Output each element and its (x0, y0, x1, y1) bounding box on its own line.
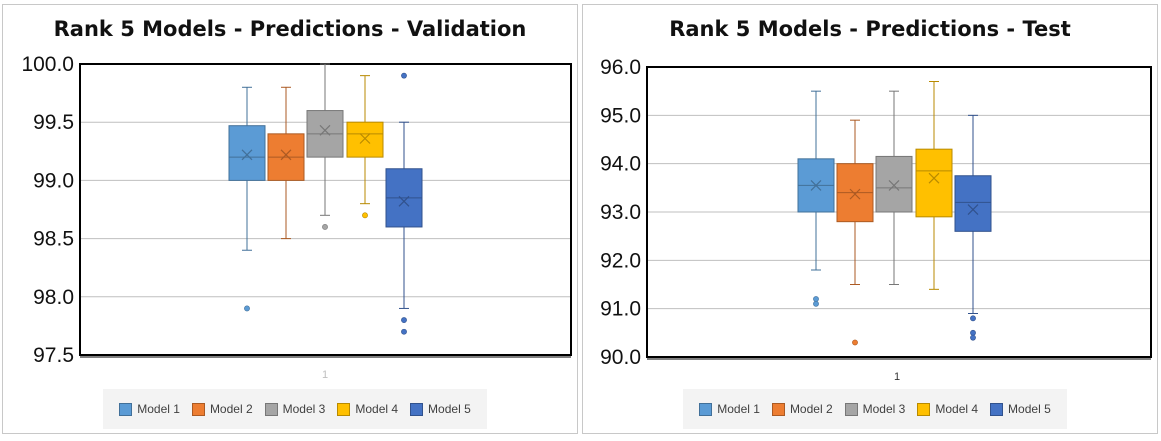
legend-item: Model 1 (699, 402, 760, 416)
legend-item: Model 4 (917, 402, 978, 416)
legend-swatch (410, 402, 424, 416)
legend-swatch (844, 402, 858, 416)
mean-marker (241, 149, 253, 161)
legend-item: Model 5 (990, 402, 1051, 416)
box-iqr (875, 155, 913, 213)
y-tick-label: 96.0 (600, 56, 641, 79)
outlier-point (970, 315, 976, 322)
legend-swatch (917, 402, 931, 416)
box-model-1 (797, 90, 835, 307)
legend-label: Model 5 (1008, 402, 1051, 416)
y-tick-label: 93.0 (600, 201, 641, 224)
box-model-3 (875, 90, 913, 285)
legend-label: Model 1 (717, 402, 760, 416)
chart-panel-validation: Rank 5 Models - Predictions - Validation… (2, 4, 578, 434)
mean-marker (810, 179, 822, 191)
box-model-4 (915, 81, 953, 290)
plot-frame (646, 66, 1152, 358)
box-iqr (346, 121, 384, 158)
box-model-2 (836, 119, 874, 346)
mean-marker (888, 179, 900, 191)
legend-swatch (119, 402, 133, 416)
mean-marker (319, 124, 331, 136)
mean-marker (849, 188, 861, 200)
box-model-2 (267, 86, 305, 240)
legend-label: Model 5 (428, 402, 471, 416)
box-iqr (228, 125, 266, 181)
legend: Model 1 Model 2 Model 3 Model 4 Model 5 (683, 389, 1067, 429)
y-tick-label: 99.5 (33, 111, 74, 134)
legend-label: Model 2 (789, 402, 833, 416)
y-tick-label: 92.0 (600, 249, 641, 272)
outlier-point (813, 296, 819, 302)
outlier-point (813, 300, 819, 307)
mean-marker (928, 172, 940, 184)
outlier-point (970, 329, 976, 336)
y-tick-label: 98.0 (33, 286, 74, 309)
chart-panel-test: Rank 5 Models - Predictions - Test 90.0 9… (582, 4, 1158, 434)
plot-area: 90.0 91.0 92.0 93.0 94.0 95.0 96.0 1 (600, 56, 1152, 383)
outlier-point (852, 339, 858, 346)
chart-title: Rank 5 Models - Predictions - Test (669, 17, 1071, 41)
legend-label: Model 2 (209, 402, 253, 416)
box-model-5 (954, 114, 992, 341)
legend: Model 1 Model 2 Model 3 Model 4 Model 5 (103, 389, 487, 429)
legend-item: Model 1 (119, 402, 180, 416)
legend-item: Model 2 (191, 402, 253, 416)
mean-marker (967, 204, 979, 216)
y-tick-label: 95.0 (600, 104, 641, 127)
legend-label: Model 4 (935, 402, 979, 416)
mean-marker (398, 195, 410, 207)
outlier-point (970, 334, 976, 341)
legend-item: Model 2 (771, 402, 833, 416)
outlier-point (401, 317, 407, 323)
box-model-3 (306, 63, 344, 230)
box-model-4 (346, 75, 384, 219)
legend-label: Model 4 (355, 402, 399, 416)
box-iqr (915, 148, 953, 218)
legend-item: Model 5 (410, 402, 471, 416)
legend-swatch (264, 402, 278, 416)
legend-swatch (990, 402, 1004, 416)
legend-label: Model 1 (137, 402, 180, 416)
legend-item: Model 4 (337, 402, 398, 416)
plot-area: 97.5 98.0 98.5 99.0 99.5 100.0 1 (21, 53, 572, 381)
box-model-1 (228, 86, 266, 312)
y-tick-label: 97.5 (33, 344, 74, 367)
chart-title: Rank 5 Models - Predictions - Validation (53, 17, 527, 41)
box-iqr (954, 175, 992, 232)
x-category-label: 1 (322, 369, 328, 381)
legend-item: Model 3 (264, 402, 326, 416)
x-category-label: 1 (894, 371, 900, 383)
legend-swatch (337, 402, 351, 416)
legend-swatch (191, 402, 205, 416)
outlier-point (362, 212, 368, 219)
y-tick-label: 98.5 (33, 228, 74, 251)
outlier-point (401, 72, 407, 79)
outlier-point (322, 224, 328, 230)
outlier-point (401, 328, 407, 335)
legend-label: Model 3 (862, 402, 906, 416)
y-tick-label: 100.0 (21, 53, 74, 76)
mean-marker (359, 133, 371, 144)
legend-swatch (771, 402, 785, 416)
legend-swatch (699, 402, 713, 416)
mean-marker (280, 149, 292, 161)
y-tick-label: 99.0 (33, 169, 74, 192)
y-tick-label: 94.0 (600, 153, 641, 176)
y-tick-label: 91.0 (600, 298, 641, 321)
legend-label: Model 3 (282, 402, 326, 416)
outlier-point (244, 305, 250, 312)
box-model-5 (385, 72, 423, 335)
y-tick-label: 90.0 (600, 346, 641, 369)
legend-item: Model 3 (844, 402, 906, 416)
